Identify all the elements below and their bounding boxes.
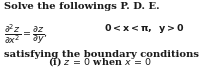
Text: (i) $z\, =\, 0$ when $x\, =\, 0$: (i) $z\, =\, 0$ when $x\, =\, 0$ [48,55,152,68]
Text: $\mathbf{0 < x < \pi,\;\; y > 0}$: $\mathbf{0 < x < \pi,\;\; y > 0}$ [104,22,184,35]
Text: $\dfrac{\partial^2 z}{\partial x^2} = \dfrac{\partial z}{\partial y},$: $\dfrac{\partial^2 z}{\partial x^2} = \d… [4,22,48,46]
Text: Solve the followings P. D. E.: Solve the followings P. D. E. [4,2,160,11]
Text: satisfying the boundary conditions: satisfying the boundary conditions [4,50,199,59]
